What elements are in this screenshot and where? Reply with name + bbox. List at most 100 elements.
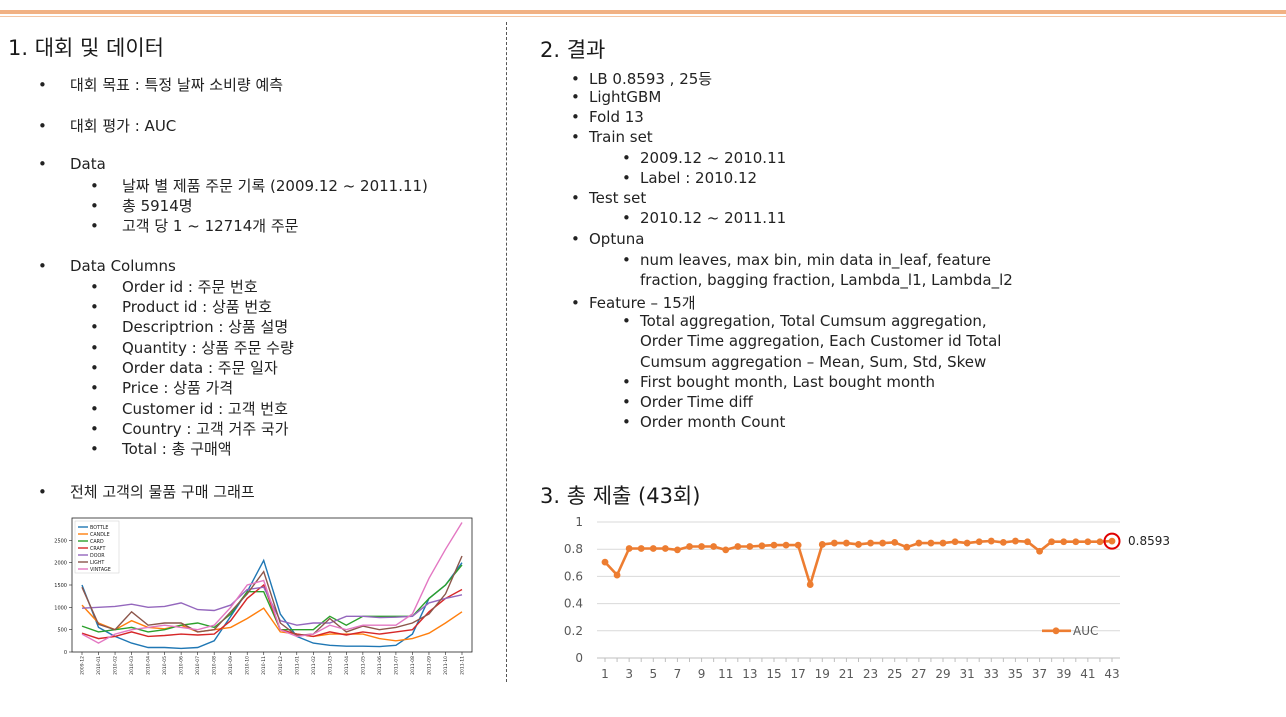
- data-subitem: • 총 5914명: [90, 197, 193, 215]
- auc-point: [1084, 538, 1092, 546]
- auc-point: [843, 539, 850, 547]
- column-subitem: • Quantity : 상품 주문 수량: [90, 339, 294, 357]
- train-subitem: • 2009.12 ~ 2010.11: [622, 149, 787, 167]
- auc-point: [674, 546, 681, 554]
- auc-x-tick-label: 5: [649, 667, 657, 681]
- column-text: Descriptrion : 상품 설명: [122, 318, 289, 336]
- column-text: Quantity : 상품 주문 수량: [122, 339, 294, 357]
- mini-y-tick-label: 1500: [54, 583, 67, 589]
- optuna-label: Optuna: [589, 230, 645, 248]
- mini-x-tick-label: 2011-10: [443, 656, 449, 675]
- auc-point: [637, 545, 645, 552]
- auc-point: [1072, 538, 1080, 546]
- data-item: • Data: [38, 155, 106, 173]
- auc-point: [1048, 538, 1056, 546]
- auc-x-tick-label: 27: [911, 667, 926, 681]
- mini-series-line-candle: [81, 604, 463, 642]
- column-text: Product id : 상품 번호: [122, 298, 272, 316]
- metric-item: • 대회 평가 : AUC: [38, 117, 177, 135]
- data-subitem-text: 고객 당 1 ~ 12714개 주문: [122, 217, 299, 235]
- test-item: • Test set: [571, 189, 647, 207]
- auc-x-tick-label: 31: [960, 667, 975, 681]
- graph-label: 전체 고객의 물품 구매 그래프: [70, 483, 255, 501]
- mini-x-tick-label: 2010-07: [195, 656, 201, 675]
- goal-item: • 대회 목표 : 특정 날짜 소비량 예측: [38, 76, 284, 94]
- mini-x-tick-label: 2010-11: [261, 656, 267, 675]
- column-divider: [506, 22, 507, 682]
- feature-text: First bought month, Last bought month: [640, 373, 936, 391]
- column-subitem: • Order data : 주문 일자: [90, 359, 278, 377]
- column-text: Total : 총 구매액: [122, 440, 232, 458]
- auc-y-tick-label: 0.8: [564, 542, 583, 556]
- model-text: LightGBM: [589, 88, 662, 106]
- auc-point: [698, 543, 705, 550]
- auc-point: [1012, 537, 1019, 545]
- auc-point: [758, 542, 766, 550]
- feature-item: • Feature – 15개: [571, 294, 696, 312]
- mini-x-tick-label: 2010-03: [129, 656, 135, 675]
- mini-legend-label: BOTTLE: [90, 525, 108, 531]
- feature-subitem-cont: Cumsum aggregation – Mean, Sum, Std, Ske…: [622, 353, 986, 371]
- train-label: Train set: [589, 128, 653, 146]
- column-subitem: • Country : 고객 거주 국가: [90, 420, 289, 438]
- column-subitem: • Descriptrion : 상품 설명: [90, 318, 289, 336]
- mini-x-tick-label: 2010-02: [113, 656, 119, 675]
- column-text: Price : 상품 가격: [122, 379, 234, 397]
- optuna-subitem-cont: fraction, bagging fraction, Lambda_l1, L…: [622, 271, 1013, 289]
- columns-item: • Data Columns: [38, 257, 176, 275]
- mini-x-tick-label: 2011-09: [426, 656, 432, 675]
- mini-series-line-light: [81, 555, 463, 637]
- auc-x-tick-label: 13: [742, 667, 757, 681]
- lb-text: LB 0.8593 , 25등: [589, 70, 713, 88]
- auc-y-tick-label: 0: [575, 651, 583, 665]
- section-title-submissions: 3. 총 제출 (43회): [540, 484, 701, 508]
- column-text: Order id : 주문 번호: [122, 278, 258, 296]
- column-text: Country : 고객 거주 국가: [122, 420, 289, 438]
- auc-point: [915, 539, 923, 547]
- graph-item: • 전체 고객의 물품 구매 그래프: [38, 483, 255, 501]
- mini-legend-label: LIGHT: [90, 560, 104, 566]
- auc-point: [1036, 547, 1043, 555]
- optuna-subitem: • num leaves, max bin, min data in_leaf, …: [622, 251, 991, 269]
- mini-legend-label: CRAFT: [90, 546, 105, 552]
- metric-text: 대회 평가 : AUC: [70, 117, 177, 135]
- section-title-competition: 1. 대회 및 데이터: [8, 36, 164, 60]
- auc-point: [891, 539, 899, 546]
- train-subitem: • Label : 2010.12: [622, 169, 758, 187]
- auc-point: [855, 541, 862, 548]
- auc-legend-swatch-point: [1052, 627, 1060, 635]
- auc-y-tick-label: 0.6: [564, 569, 583, 583]
- auc-point: [927, 539, 935, 547]
- auc-point: [1096, 538, 1104, 546]
- auc-x-tick-label: 33: [984, 667, 999, 681]
- auc-point: [963, 539, 971, 547]
- auc-x-tick-label: 41: [1080, 667, 1095, 681]
- mini-x-tick-label: 2010-09: [228, 656, 234, 675]
- feature-subitem: • Total aggregation, Total Cumsum aggrega…: [622, 312, 987, 330]
- column-subitem: • Customer id : 고객 번호: [90, 400, 288, 418]
- mini-y-tick-label: 2000: [54, 561, 67, 567]
- mini-x-tick-label: 2011-04: [344, 656, 350, 675]
- top-accent-rule-thin: [0, 16, 1286, 17]
- train-subitem-text: 2009.12 ~ 2010.11: [640, 149, 787, 167]
- feature-text: Cumsum aggregation – Mean, Sum, Std, Ske…: [640, 353, 987, 371]
- mini-x-tick-label: 2011-11: [460, 656, 466, 675]
- optuna-item: • Optuna: [571, 230, 645, 248]
- auc-point: [951, 538, 959, 546]
- mini-y-tick-label: 1000: [54, 605, 67, 611]
- auc-point: [625, 545, 633, 552]
- test-subitem: • 2010.12 ~ 2011.11: [622, 209, 787, 227]
- column-subitem: • Price : 상품 가격: [90, 379, 234, 397]
- auc-line-chart: 00.20.40.60.811 3 5 7 9 11 13 15 17 19 21 23 25 27 29 3…: [564, 515, 1170, 681]
- auc-x-tick-label: 7: [674, 667, 682, 681]
- data-subitem: • 고객 당 1 ~ 12714개 주문: [90, 217, 299, 235]
- auc-point: [686, 543, 693, 550]
- fold-text: Fold 13: [589, 108, 644, 126]
- column-text: Order data : 주문 일자: [122, 359, 278, 377]
- auc-point: [1108, 537, 1116, 545]
- model-item: • LightGBM: [571, 88, 662, 106]
- purchase-line-chart: 0 500 1000 1500 2000 2500 2009-12 2010-01 2010-0…: [54, 517, 473, 675]
- auc-point: [661, 545, 669, 552]
- data-subitem-text: 총 5914명: [122, 197, 193, 215]
- mini-x-tick-label: 2011-07: [393, 656, 399, 675]
